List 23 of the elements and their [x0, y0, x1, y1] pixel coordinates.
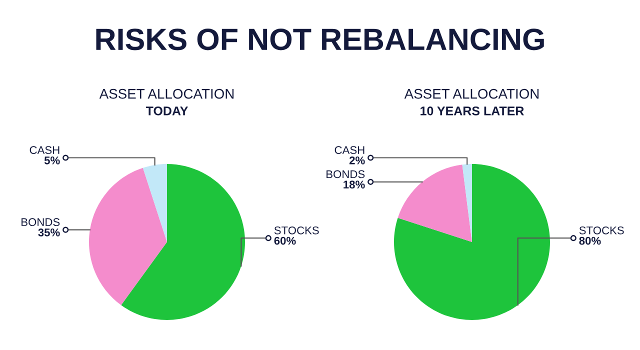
slice-label: STOCKS — [579, 226, 624, 234]
chart-title: ASSET ALLOCATION — [404, 88, 539, 99]
chart-title: ASSET ALLOCATION — [99, 88, 234, 99]
chart-subtitle: TODAY — [146, 106, 188, 116]
data-label: 2% — [349, 156, 365, 164]
data-label: 35% — [38, 228, 60, 236]
data-label: 5% — [44, 156, 60, 164]
text: RISKS OF NOT REBALANCING — [96, 28, 544, 50]
chart-subtitle: 10 YEARS LATER — [420, 106, 524, 116]
pie-slice — [121, 164, 246, 320]
pie-slice — [462, 164, 472, 242]
slice-label: CASH — [30, 146, 60, 154]
pie-slice — [142, 164, 167, 242]
slice-label: CASH — [334, 146, 364, 154]
data-label: 60% — [274, 236, 296, 245]
slice-label: BONDS — [326, 170, 365, 178]
pie-slice — [398, 164, 472, 242]
slice-label: STOCKS — [274, 226, 319, 234]
slice-label: BONDS — [22, 218, 60, 226]
data-label: 80% — [579, 236, 601, 245]
pie-slice — [89, 168, 167, 306]
data-label: 18% — [344, 180, 365, 188]
pie-slice — [394, 164, 550, 320]
